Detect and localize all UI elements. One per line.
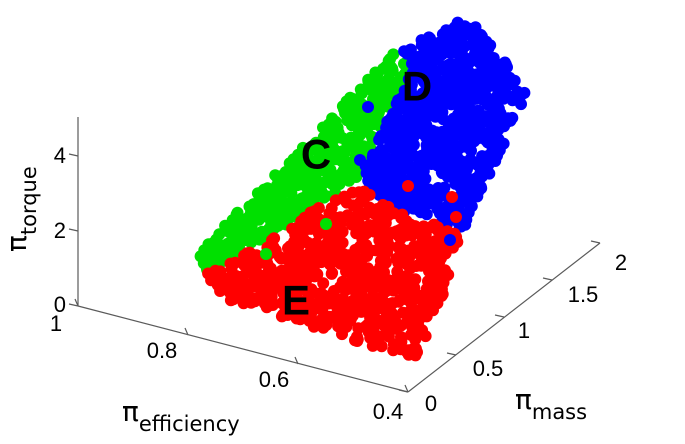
x-axis-tick-label: 0.4 — [373, 399, 404, 424]
x-axis-tickmark — [184, 327, 189, 336]
z-axis-tickmark — [68, 228, 79, 232]
cluster-E-outlier-points — [402, 180, 462, 223]
cluster-D-outlier-points — [354, 101, 456, 246]
y-axis-line — [407, 242, 601, 393]
x-axis-title: πefficiency — [122, 395, 240, 436]
cluster-E-points — [202, 185, 464, 362]
x-axis-tickmark — [74, 298, 79, 307]
y-axis-tick-label: 2 — [615, 250, 627, 275]
z-axis-ticks: 0 2 4 — [54, 143, 79, 317]
z-axis-tick-label: 0 — [54, 292, 66, 317]
cluster-C-outlier-points — [260, 218, 332, 260]
y-axis-tick-label: 1 — [518, 318, 530, 343]
y-axis-title: πmass — [515, 383, 587, 424]
cluster-D-points — [359, 16, 531, 233]
y-axis-tickmark — [494, 314, 505, 318]
y-axis-tick-label: 0.5 — [473, 356, 504, 381]
x-axis-tickmark — [294, 356, 299, 365]
z-axis-tickmark — [68, 153, 79, 157]
x-axis-tickmark — [404, 384, 409, 393]
cluster-C-points — [194, 48, 414, 276]
x-axis-ticks: 1 0.8 0.6 0.4 — [50, 298, 409, 424]
z-axis-tick-label: 2 — [54, 218, 66, 243]
x-axis-tick-label: 1 — [50, 311, 62, 336]
z-axis-tickmark — [68, 303, 79, 307]
y-axis-tick-label: 0 — [425, 391, 437, 416]
z-axis-tick-label: 4 — [54, 143, 66, 168]
x-axis-tick-label: 0.6 — [259, 367, 290, 392]
y-axis-tickmark — [542, 277, 553, 281]
y-axis-tickmark — [398, 389, 409, 393]
y-axis-tickmark — [446, 352, 457, 356]
x-axis-tick-label: 0.8 — [147, 338, 178, 363]
y-axis-ticks: 0 0.5 1 1.5 2 — [398, 240, 627, 416]
z-axis-title: πtorque — [0, 166, 41, 252]
y-axis-tick-label: 1.5 — [568, 282, 599, 307]
y-axis-tickmark — [590, 240, 601, 244]
x-axis-line — [77, 305, 409, 393]
